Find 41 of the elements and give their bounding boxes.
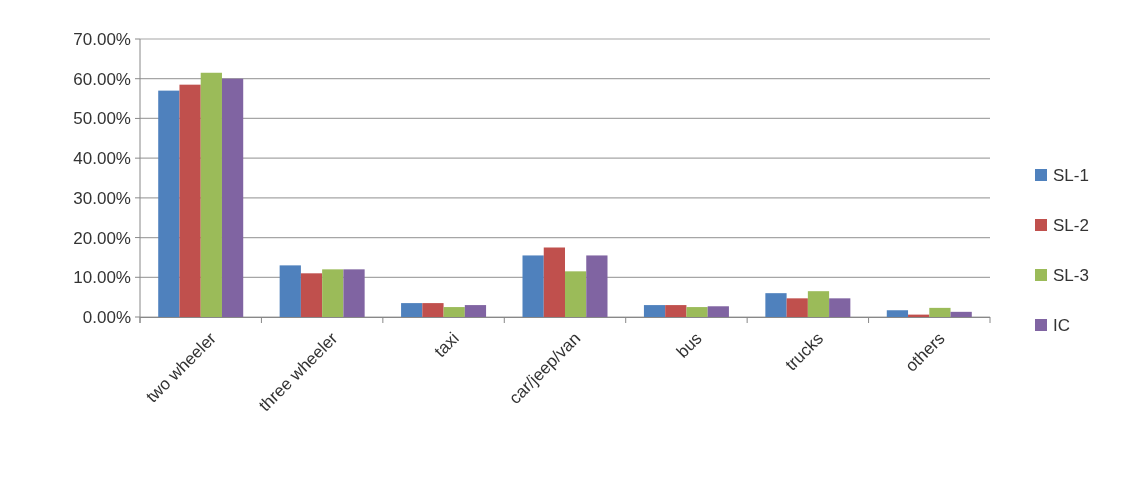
y-tick-label: 50.00% [73,109,131,129]
bar [786,298,808,317]
bar [686,307,708,317]
bar [300,273,323,317]
legend-label: SL-3 [1053,265,1089,285]
bar [586,255,608,317]
y-tick-label: 10.00% [73,268,131,288]
bar [665,305,687,317]
bar [443,307,465,317]
bar [707,306,729,317]
bar [829,298,851,317]
bar [886,310,909,317]
y-tick-label: 40.00% [73,149,131,169]
legend-label: IC [1053,315,1070,335]
legend-label: SL-1 [1053,165,1089,185]
bar [643,305,666,317]
y-tick-label: 60.00% [73,69,131,89]
y-tick-label: 0.00% [82,307,131,327]
bar [343,269,365,317]
bar [179,84,201,317]
x-tick-label: bus [672,328,706,362]
y-tick-label: 20.00% [73,228,131,248]
y-tick-label: 30.00% [73,188,131,208]
bar [322,269,344,317]
bar [543,247,565,317]
legend-label: SL-2 [1053,215,1089,235]
bar [200,72,222,317]
bar [401,303,423,317]
bar [807,291,830,317]
bar [464,305,487,317]
bar [158,90,180,317]
bar [950,311,972,317]
bar [929,307,951,317]
bar [279,265,301,317]
y-tick-label: 70.00% [73,29,131,49]
bar [565,271,587,317]
bar [221,78,244,317]
x-tick-label: taxi [430,328,463,361]
bar [522,255,544,317]
bar [765,293,787,317]
bar [422,303,444,317]
